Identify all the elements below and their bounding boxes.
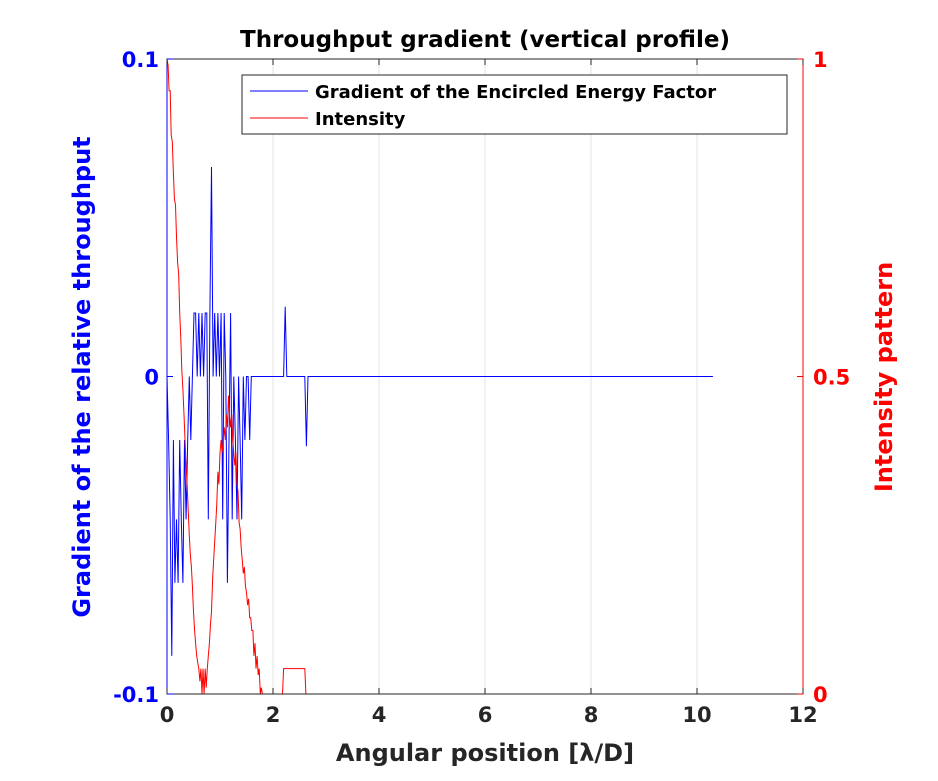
x-axis-label: Angular position [λ/D] bbox=[336, 739, 634, 767]
right-y-axis-label: Intensity pattern bbox=[870, 262, 898, 492]
x-tick-label: 2 bbox=[266, 703, 281, 727]
legend-label-intensity: Intensity bbox=[315, 109, 406, 130]
x-tick-label: 8 bbox=[584, 703, 599, 727]
x-tick-label: 12 bbox=[788, 703, 817, 727]
chart-title: Throughput gradient (vertical profile) bbox=[240, 27, 730, 53]
legend: Gradient of the Encircled Energy Factor … bbox=[241, 74, 788, 135]
left-y-axis-label: Gradient of the relative throughput bbox=[68, 136, 96, 617]
x-tick-label: 10 bbox=[682, 703, 711, 727]
legend-box bbox=[241, 74, 788, 135]
x-tick-label: 4 bbox=[372, 703, 387, 727]
x-tick-label: 0 bbox=[160, 703, 175, 727]
series-line-gradient bbox=[166, 166, 713, 656]
series-line-intensity bbox=[166, 58, 713, 695]
left-y-tick-label: 0 bbox=[144, 366, 159, 390]
left-y-tick-label: 0.1 bbox=[122, 48, 159, 72]
right-y-tick-label: 1 bbox=[813, 48, 828, 72]
legend-label-gradient: Gradient of the Encircled Energy Factor bbox=[315, 82, 716, 103]
left-y-tick-label: -0.1 bbox=[113, 683, 159, 707]
series-layer bbox=[166, 58, 713, 695]
axes: 0 2 4 6 8 10 12-0.100.100.51 bbox=[113, 48, 850, 727]
right-y-tick-label: 0 bbox=[813, 683, 828, 707]
x-tick-label: 6 bbox=[478, 703, 493, 727]
right-y-tick-label: 0.5 bbox=[813, 366, 850, 390]
